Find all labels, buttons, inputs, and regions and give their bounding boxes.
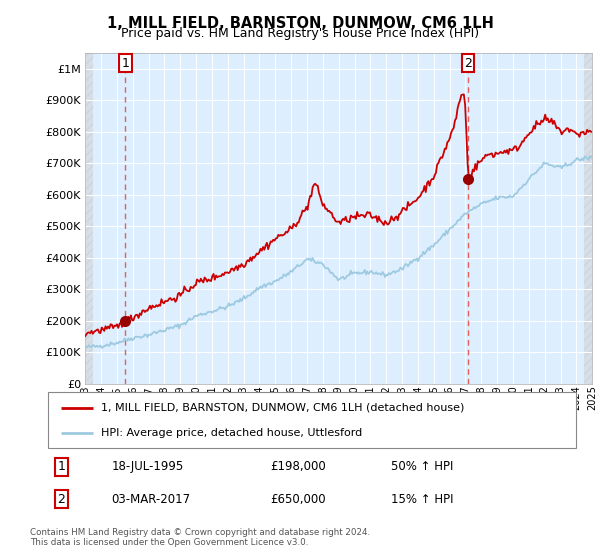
- Text: 18-JUL-1995: 18-JUL-1995: [112, 460, 184, 473]
- Text: £198,000: £198,000: [270, 460, 326, 473]
- Text: HPI: Average price, detached house, Uttlesford: HPI: Average price, detached house, Uttl…: [101, 428, 362, 438]
- Text: 03-MAR-2017: 03-MAR-2017: [112, 493, 190, 506]
- Text: Contains HM Land Registry data © Crown copyright and database right 2024.
This d: Contains HM Land Registry data © Crown c…: [30, 528, 370, 547]
- Text: 50% ↑ HPI: 50% ↑ HPI: [391, 460, 454, 473]
- Text: 2: 2: [464, 57, 472, 69]
- Text: £650,000: £650,000: [270, 493, 325, 506]
- Text: 15% ↑ HPI: 15% ↑ HPI: [391, 493, 454, 506]
- Bar: [584, 53, 592, 384]
- Text: 2: 2: [57, 493, 65, 506]
- Bar: [85, 53, 93, 384]
- Text: 1: 1: [122, 57, 130, 69]
- Text: Price paid vs. HM Land Registry's House Price Index (HPI): Price paid vs. HM Land Registry's House …: [121, 27, 479, 40]
- Text: 1, MILL FIELD, BARNSTON, DUNMOW, CM6 1LH (detached house): 1, MILL FIELD, BARNSTON, DUNMOW, CM6 1LH…: [101, 403, 464, 413]
- FancyBboxPatch shape: [48, 392, 576, 448]
- Text: 1, MILL FIELD, BARNSTON, DUNMOW, CM6 1LH: 1, MILL FIELD, BARNSTON, DUNMOW, CM6 1LH: [107, 16, 493, 31]
- Text: 1: 1: [57, 460, 65, 473]
